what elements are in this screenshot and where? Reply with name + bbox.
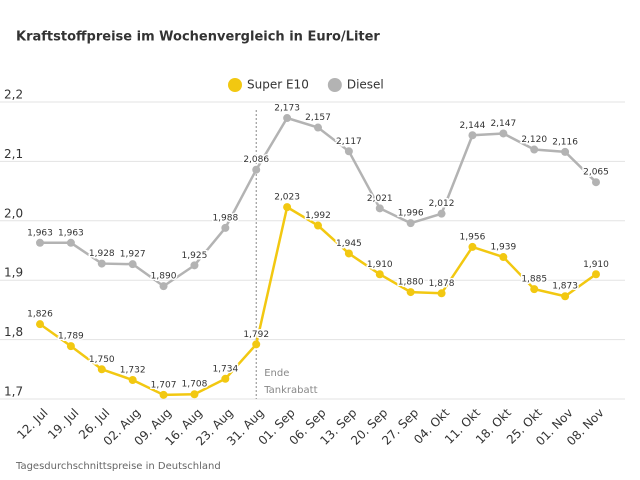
point (159, 282, 168, 291)
point (97, 365, 106, 374)
value-label: 1,928 (89, 249, 115, 259)
point (344, 147, 353, 156)
value-label: 1,789 (58, 332, 84, 342)
y-tick-label: 2,2 (4, 88, 23, 102)
value-label: 2,157 (305, 113, 331, 123)
x-tick-label: 12. Jul (14, 406, 50, 442)
annotation-text: Ende (264, 368, 289, 379)
point (561, 292, 570, 301)
value-label: 1,732 (120, 365, 146, 375)
legend-label: Super E10 (247, 78, 309, 92)
chart-title: Kraftstoffpreise im Wochenvergleich in E… (16, 30, 380, 45)
value-label: 1,878 (429, 279, 455, 289)
point (375, 204, 384, 213)
point (190, 390, 199, 399)
value-label: 1,996 (398, 209, 424, 219)
point (437, 209, 446, 218)
value-label: 2,086 (243, 155, 269, 165)
point (159, 390, 168, 399)
value-label: 1,963 (58, 228, 84, 238)
point (314, 221, 322, 230)
value-label: 1,890 (151, 272, 177, 282)
legend-label: Diesel (347, 78, 384, 92)
point (283, 203, 292, 212)
point (190, 261, 199, 270)
value-label: 1,988 (212, 213, 238, 223)
point (128, 260, 137, 269)
value-label: 1,945 (336, 239, 362, 249)
y-tick-label: 1,9 (4, 266, 23, 280)
point (561, 147, 570, 156)
value-label: 2,117 (336, 137, 362, 147)
value-label: 1,910 (367, 260, 393, 270)
point (66, 342, 75, 351)
value-label: 1,992 (305, 211, 331, 221)
point (530, 145, 539, 154)
point (36, 238, 44, 247)
point (499, 253, 508, 262)
value-label: 1,707 (151, 380, 177, 390)
value-label: 1,734 (212, 364, 238, 374)
legend-marker (327, 78, 342, 92)
point (437, 289, 446, 298)
value-label: 1,956 (460, 232, 486, 242)
point (128, 375, 137, 384)
value-label: 1,880 (398, 278, 424, 288)
point (97, 259, 106, 268)
value-label: 1,927 (120, 250, 146, 260)
value-label: 1,826 (27, 310, 53, 320)
annotation-text: Tankrabatt (263, 385, 317, 396)
point (468, 131, 477, 140)
point (530, 285, 539, 294)
x-tick-label: 19. Jul (45, 406, 81, 442)
point (344, 249, 353, 258)
y-tick-label: 2,1 (4, 147, 23, 161)
point (283, 114, 292, 123)
footer: Tagesdurchschnittspreise in Deutschland (15, 461, 221, 472)
legend-marker (228, 78, 242, 92)
value-label: 2,021 (367, 194, 393, 204)
point (592, 178, 600, 187)
point (375, 270, 384, 279)
y-tick-label: 2,0 (4, 206, 23, 220)
point (66, 238, 75, 247)
point (252, 340, 261, 349)
value-label: 2,116 (552, 137, 578, 147)
value-label: 2,023 (274, 193, 300, 203)
value-label: 1,792 (243, 330, 269, 340)
value-label: 1,873 (552, 282, 578, 292)
point (592, 270, 600, 279)
y-tick-label: 1,7 (4, 385, 23, 399)
value-label: 2,012 (429, 199, 455, 209)
value-label: 1,963 (27, 228, 53, 238)
value-label: 2,147 (490, 119, 516, 129)
point (406, 219, 415, 228)
point (221, 374, 230, 383)
value-label: 1,910 (583, 260, 609, 270)
value-label: 2,120 (521, 135, 547, 145)
y-tick-label: 1,8 (4, 325, 23, 339)
point (36, 320, 44, 329)
point (468, 242, 477, 251)
value-label: 1,939 (490, 243, 516, 253)
value-label: 1,885 (521, 275, 547, 285)
point (252, 165, 261, 174)
point (221, 223, 230, 232)
value-label: 2,065 (583, 168, 609, 178)
series-line (40, 116, 597, 288)
point (406, 288, 415, 297)
point (499, 129, 508, 138)
value-label: 2,144 (460, 121, 486, 131)
value-label: 1,708 (182, 380, 208, 390)
value-label: 1,925 (182, 251, 208, 261)
value-label: 1,750 (89, 355, 115, 365)
point (314, 123, 322, 132)
value-label: 2,173 (274, 104, 300, 114)
